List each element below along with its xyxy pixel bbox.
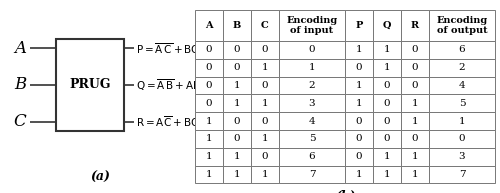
- Text: (b): (b): [335, 190, 355, 193]
- Text: C: C: [14, 113, 26, 130]
- Text: (a): (a): [90, 171, 110, 184]
- Text: B: B: [14, 76, 26, 93]
- Bar: [56, 39, 124, 131]
- Text: $\mathsf{P = \overline{A}\,\overline{C} + BC}$: $\mathsf{P = \overline{A}\,\overline{C} …: [136, 41, 200, 56]
- Text: $\mathsf{Q = \overline{A}\,\overline{B} + AB}$: $\mathsf{Q = \overline{A}\,\overline{B} …: [136, 77, 201, 93]
- Text: $\mathsf{R = A\overline{C} + BC}$: $\mathsf{R = A\overline{C} + BC}$: [136, 114, 199, 129]
- Text: A: A: [14, 40, 26, 57]
- Text: PRUG: PRUG: [69, 78, 111, 91]
